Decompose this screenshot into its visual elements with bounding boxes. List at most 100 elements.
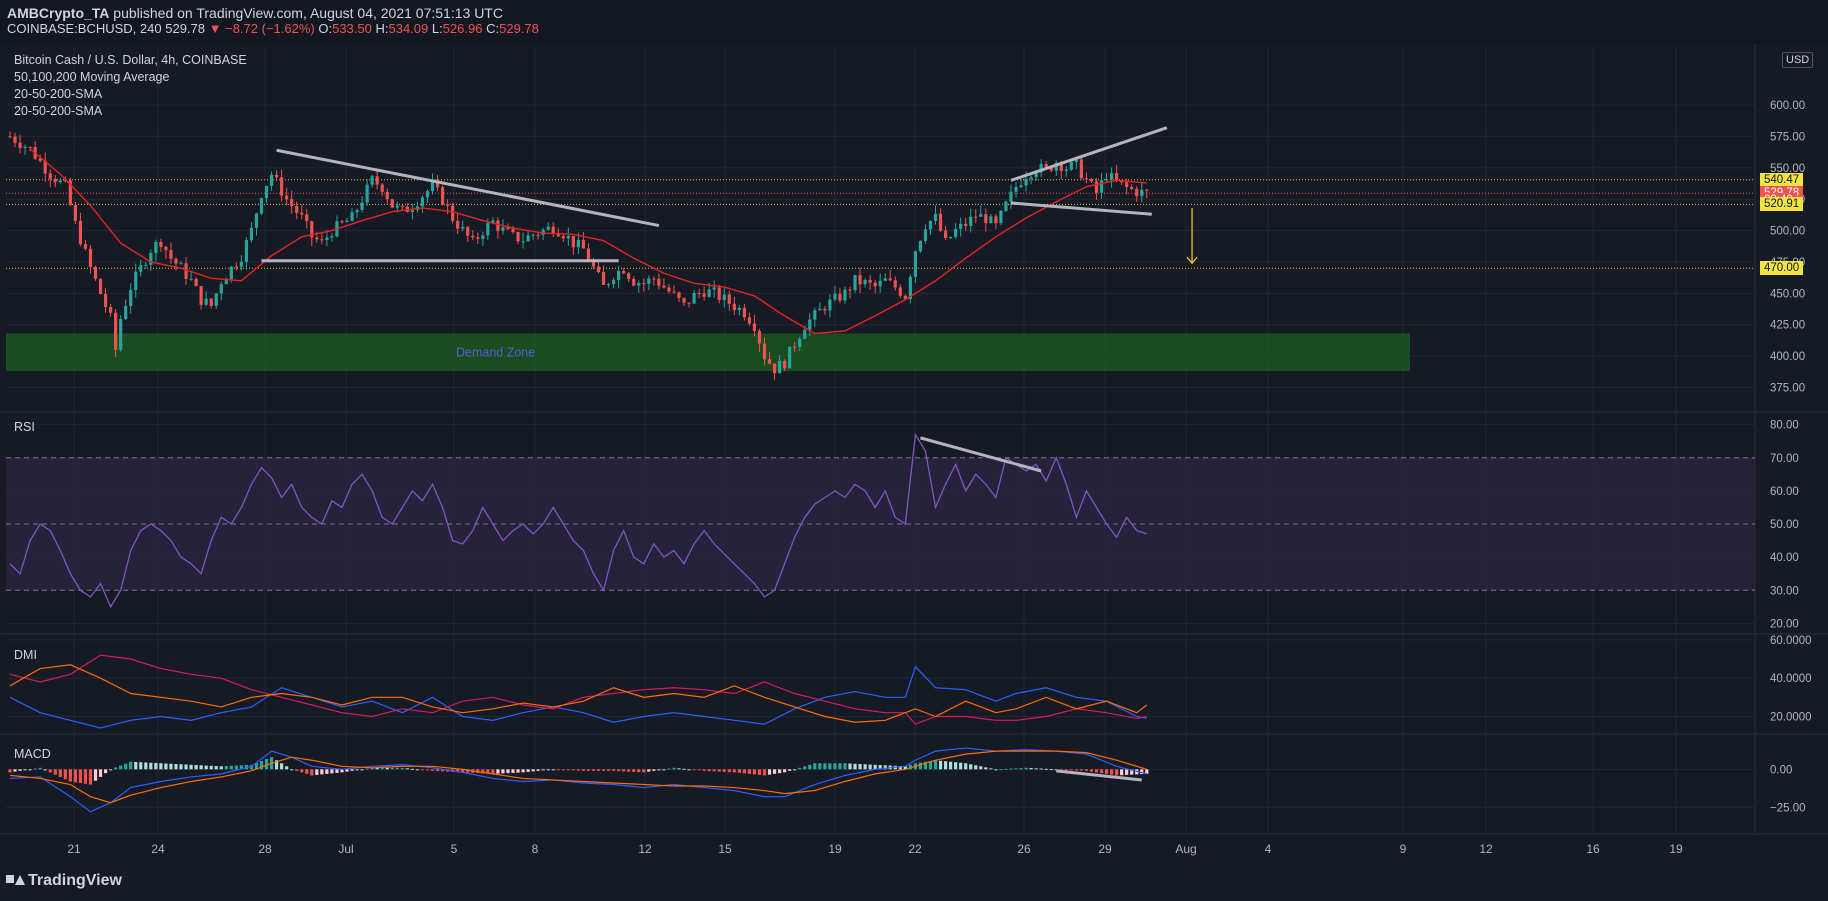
candle-body (114, 312, 118, 350)
x-tick-label: Jul (338, 842, 353, 856)
legend-ma[interactable]: 50,100,200 Moving Average (14, 70, 170, 84)
legend-sma-2[interactable]: 20-50-200-SMA (14, 104, 103, 118)
candle-body (280, 177, 284, 196)
macd-histogram-bar (103, 769, 108, 774)
candle-body (803, 329, 807, 339)
candle-body (949, 237, 953, 239)
candle-body (129, 289, 133, 307)
candle-body (214, 293, 218, 306)
adx-line (9, 664, 1148, 723)
macd-histogram-bar (757, 769, 762, 775)
candle-body (154, 242, 158, 253)
symbol-name[interactable]: COINBASE:BCHUSD, 240 (7, 21, 162, 36)
candle-body (823, 308, 827, 311)
macd-histogram-bar (541, 769, 545, 771)
macd-histogram-bar (305, 769, 309, 774)
open-label: O: (318, 21, 333, 36)
macd-histogram-bar (793, 769, 797, 771)
macd-histogram-bar (506, 769, 510, 774)
candle-body (1039, 164, 1043, 173)
close-label: C: (486, 21, 500, 36)
x-tick-label: 8 (532, 842, 539, 856)
candle-body (420, 197, 425, 207)
macd-histogram-bar (1014, 768, 1018, 770)
candle-body (410, 210, 414, 213)
candle-body (360, 202, 364, 210)
macd-histogram-bar (772, 769, 777, 774)
macd-histogram-bar (521, 769, 525, 773)
legend-title[interactable]: Bitcoin Cash / U.S. Dollar, 4h, COINBASE (14, 53, 247, 67)
candle-body (1029, 177, 1033, 179)
candle-body (325, 237, 329, 240)
candle-body (913, 251, 917, 277)
macd-histogram-bar (425, 769, 430, 771)
macd-histogram-bar (556, 769, 560, 771)
candle-body (446, 204, 450, 206)
candle-body (858, 275, 862, 285)
macd-histogram-bar (707, 769, 711, 772)
candle-body (496, 220, 500, 231)
candle-body (88, 248, 93, 267)
macd-histogram-bar (712, 769, 716, 772)
tradingview-logo[interactable]: TradingView (6, 872, 122, 890)
macd-histogram-bar (259, 760, 264, 770)
macd-histogram-bar (777, 769, 782, 774)
candle-body (13, 136, 17, 143)
candle-body (380, 184, 384, 192)
macd-histogram-bar (310, 769, 314, 776)
candle-body (612, 280, 616, 284)
macd-histogram-bar (672, 767, 676, 770)
macd-histogram-bar (400, 767, 404, 770)
candle-body (139, 265, 143, 272)
candle-body (501, 227, 505, 231)
candle-body (772, 363, 777, 374)
macd-histogram-bar (129, 761, 133, 770)
candle-body (476, 237, 480, 239)
macd-histogram-bar (969, 764, 973, 770)
candle-body (1074, 159, 1078, 162)
candle-body (813, 310, 817, 320)
macd-histogram-bar (788, 769, 792, 771)
candle-body (134, 271, 138, 290)
candle-body (164, 246, 168, 251)
macd-histogram-bar (813, 763, 817, 770)
macd-histogram-bar (838, 763, 842, 770)
author-name[interactable]: AMBCrypto_TA (7, 5, 110, 21)
candle-body (269, 174, 274, 186)
candle-body (83, 244, 88, 249)
open-value: 533.50 (332, 21, 372, 36)
macd-histogram-bar (727, 769, 731, 773)
macd-histogram-bar (964, 763, 968, 770)
rsi-line (9, 432, 1147, 609)
macd-pane-label[interactable]: MACD (14, 747, 51, 761)
rsi-tick-label: 60.00 (1770, 486, 1799, 498)
candle-body (28, 146, 32, 148)
rsi-tick-label: 50.00 (1770, 519, 1799, 531)
candle-body (179, 263, 183, 265)
macd-histogram-bar (571, 769, 575, 771)
publish-header: AMBCrypto_TA published on TradingView.co… (0, 0, 1828, 44)
candle-body (365, 184, 369, 203)
candle-body (209, 298, 213, 306)
candle-body (1069, 161, 1073, 170)
candle-body (295, 205, 299, 213)
candle-body (320, 239, 324, 241)
macd-histogram-bar (229, 765, 233, 770)
dmi-pane-label[interactable]: DMI (14, 648, 37, 662)
macd-histogram-bar (1069, 769, 1073, 771)
rsi-tick-label: 80.00 (1770, 420, 1799, 432)
macd-histogram-bar (878, 765, 882, 770)
price-tag: 470.00 (1760, 261, 1804, 276)
macd-histogram-bar (169, 763, 173, 770)
currency-button[interactable]: USD (1782, 52, 1814, 68)
rsi-tick-label: 30.00 (1770, 585, 1799, 597)
rsi-pane-label[interactable]: RSI (14, 420, 35, 434)
chart-area[interactable]: 21 24 28 Jul 5 8 12 15 19 22 26 29 Aug 4 9 12 16 19 600.00… (0, 44, 1828, 867)
candle-body (73, 204, 77, 221)
dmi-tick-label: 60.0000 (1770, 635, 1812, 647)
dmi-tick-label: 20.0000 (1770, 712, 1812, 724)
macd-histogram-bar (1004, 768, 1008, 770)
legend-sma-1[interactable]: 20-50-200-SMA (14, 87, 103, 101)
candle-body (345, 220, 349, 223)
candle-body (1034, 172, 1038, 178)
